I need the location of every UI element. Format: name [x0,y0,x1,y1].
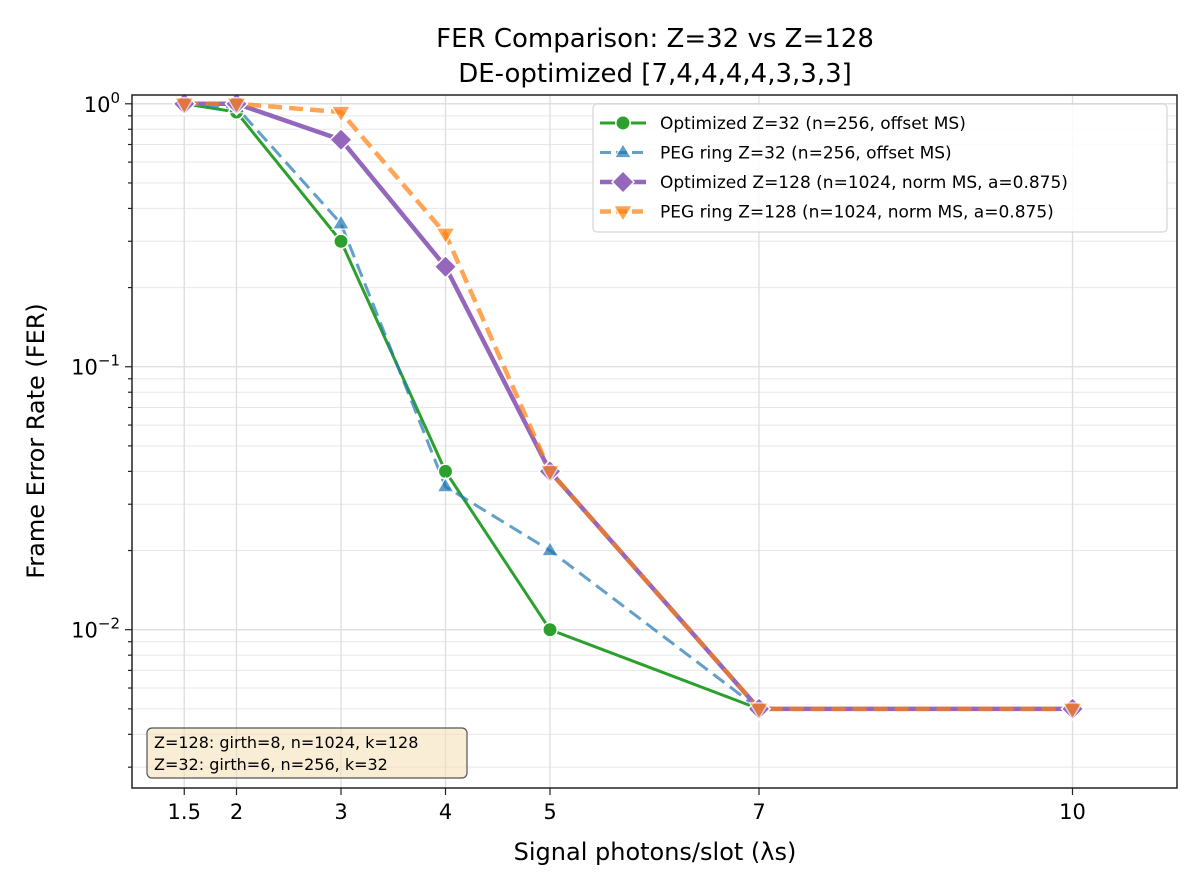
data-point [748,702,770,721]
data-point [1061,702,1084,721]
annotation-line: Z=32: girth=6, n=256, k=32 [154,755,388,774]
data-point [539,464,561,483]
data-point [330,105,352,124]
x-tick-label: 4 [439,800,452,824]
data-point [540,540,560,557]
data-point [433,254,458,279]
legend-marker-shape [612,204,634,223]
plot-frame [131,94,1178,789]
y-tick-label: 100 [84,89,120,117]
x-tick-label: 1.5 [168,800,201,824]
annotation-box: Z=128: girth=8, n=1024, k=128 Z=32: girt… [146,727,468,779]
data-point [173,97,196,116]
legend-label: Optimized Z=128 (n=1024, norm MS, a=0.87… [660,173,1068,193]
legend-label: PEG ring Z=128 (n=1024, norm MS, a=0.875… [660,203,1054,223]
legend-marker [613,142,633,159]
data-point [542,621,558,638]
data-point [328,127,354,152]
legend-marker-shape [613,142,633,159]
x-tick-label: 10 [1059,800,1086,824]
series-3-markers [173,97,1084,721]
y-axis-label: Frame Error Rate (FER) [22,303,50,579]
legend-label: Optimized Z=32 (n=256, offset MS) [660,114,966,134]
data-point [435,476,456,493]
data-point [434,227,457,246]
data-point [331,213,351,230]
data-point [333,233,349,250]
legend-frame [592,103,1168,233]
y-tick-label: 10−2 [71,615,120,643]
legend-label: PEG ring Z=32 (n=256, offset MS) [660,144,952,164]
data-point [225,97,248,116]
legend-marker [612,204,634,223]
legend-marker [615,115,631,131]
legend-marker [610,169,636,195]
x-tick-label: 3 [334,800,347,824]
x-axis-label: Signal photons/slot (λs) [514,838,797,866]
annotation-line: Z=128: girth=8, n=1024, k=128 [154,733,418,752]
legend-marker-shape [615,115,631,131]
y-tick-label: 10−1 [71,352,120,380]
x-tick-label: 2 [230,800,243,824]
legend-marker-shape [610,169,636,195]
chart-subtitle: DE-optimized [7,4,4,4,4,3,3,3] [458,59,852,89]
chart-title: FER Comparison: Z=32 vs Z=128 [436,24,874,54]
legend: Optimized Z=32 (n=256, offset MS) PEG rin… [592,103,1168,233]
x-tick-label: 7 [752,800,765,824]
x-tick-label: 5 [543,800,556,824]
